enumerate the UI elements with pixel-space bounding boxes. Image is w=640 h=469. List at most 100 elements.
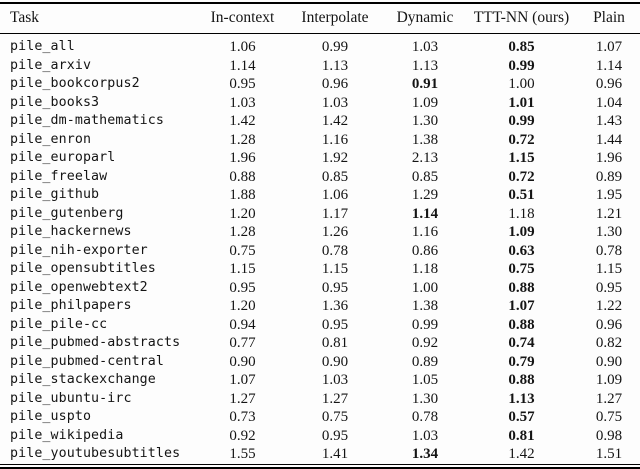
value-cell: 0.99 xyxy=(411,316,439,333)
table-row: pile_hackernews 1.28 1.26 1.16 1.09 1.30 xyxy=(0,223,640,242)
header-row: Task In-context Interpolate Dynamic TTT-… xyxy=(0,3,640,34)
value-cell: 1.29 xyxy=(411,187,439,203)
task-name: pile_europarl xyxy=(10,150,116,165)
value-cell: 0.77 xyxy=(229,335,256,351)
value-cell: 0.75 xyxy=(321,409,349,425)
value-cell: 1.51 xyxy=(595,446,623,462)
table-row: pile_pile-cc 0.94 0.95 0.99 0.88 0.96 xyxy=(0,316,640,335)
value-cell: 0.75 xyxy=(229,242,256,259)
value-cell: 1.13 xyxy=(411,57,439,74)
value-cell: 1.03 xyxy=(411,39,439,55)
task-name: pile_books3 xyxy=(10,94,100,110)
value-cell: 1.96 xyxy=(595,150,623,166)
value-cell: 0.82 xyxy=(595,335,623,351)
table-row: pile_github 1.88 1.06 1.29 0.51 1.95 xyxy=(0,186,640,205)
table-header: Task In-context Interpolate Dynamic TTT-… xyxy=(0,3,640,34)
value-cell: 1.06 xyxy=(321,187,349,203)
task-name: pile_hackernews xyxy=(10,224,132,239)
column-header-task: Task xyxy=(0,3,200,34)
best-value-cell: 0.88 xyxy=(508,372,535,388)
value-cell: 0.95 xyxy=(595,279,623,296)
value-cell: 1.27 xyxy=(229,390,256,407)
value-cell: 0.95 xyxy=(229,279,256,296)
best-value-cell: 0.72 xyxy=(508,131,535,148)
value-cell: 1.28 xyxy=(229,131,256,148)
table-row: pile_uspto 0.73 0.75 0.78 0.57 0.75 xyxy=(0,408,640,427)
value-cell: 1.21 xyxy=(595,205,623,222)
value-cell: 1.88 xyxy=(229,187,256,203)
value-cell: 0.95 xyxy=(321,316,349,333)
best-value-cell: 0.75 xyxy=(508,261,535,277)
task-name: pile_bookcorpus2 xyxy=(10,76,140,91)
task-name: pile_all xyxy=(10,39,75,54)
value-cell: 0.95 xyxy=(229,76,256,92)
value-cell: 0.73 xyxy=(229,409,256,425)
value-cell: 1.22 xyxy=(595,298,623,314)
value-cell: 0.98 xyxy=(595,427,623,444)
value-cell: 0.90 xyxy=(229,353,256,370)
value-cell: 1.15 xyxy=(229,261,256,277)
value-cell: 1.30 xyxy=(411,113,439,129)
value-cell: 1.41 xyxy=(321,446,349,462)
best-value-cell: 0.88 xyxy=(508,279,535,296)
best-value-cell: 0.99 xyxy=(508,57,535,74)
best-value-cell: 0.51 xyxy=(508,187,535,203)
table-row: pile_bookcorpus2 0.95 0.96 0.91 1.00 0.96 xyxy=(0,75,640,94)
task-name: pile_ubuntu-irc xyxy=(10,390,132,406)
value-cell: 1.42 xyxy=(321,113,349,129)
table-row: pile_stackexchange 1.07 1.03 1.05 0.88 1.09 xyxy=(0,371,640,390)
table-row: pile_ubuntu-irc 1.27 1.27 1.30 1.13 1.27 xyxy=(0,390,640,409)
value-cell: 1.03 xyxy=(229,94,256,111)
value-cell: 0.92 xyxy=(411,335,439,351)
value-cell: 1.92 xyxy=(321,150,349,166)
task-name: pile_gutenberg xyxy=(10,205,124,221)
best-value-cell: 0.57 xyxy=(508,409,535,425)
value-cell: 1.15 xyxy=(595,261,623,277)
value-cell: 1.20 xyxy=(229,205,256,222)
value-cell: 0.75 xyxy=(595,409,623,425)
best-value-cell: 0.85 xyxy=(508,39,535,55)
best-value-cell: 0.81 xyxy=(508,427,535,444)
value-cell: 0.95 xyxy=(321,279,349,296)
value-cell: 0.85 xyxy=(411,168,439,185)
value-cell: 1.18 xyxy=(411,261,439,277)
table-row: pile_openwebtext2 0.95 0.95 1.00 0.88 0.95 xyxy=(0,279,640,298)
column-header-dynamic: Dynamic xyxy=(385,3,465,34)
value-cell: 1.07 xyxy=(595,39,623,55)
value-cell: 0.78 xyxy=(321,242,349,259)
value-cell: 0.96 xyxy=(595,76,623,92)
value-cell: 1.13 xyxy=(321,57,349,74)
table-body: pile_all 1.06 0.99 1.03 0.85 1.07 pile_arxiv 1.… xyxy=(0,34,640,465)
column-header-in-context: In-context xyxy=(200,3,285,34)
task-name: pile_wikipedia xyxy=(10,427,124,443)
task-name: pile_youtubesubtitles xyxy=(10,446,181,461)
task-name: pile_pubmed-abstracts xyxy=(10,335,181,350)
best-value-cell: 1.01 xyxy=(508,94,535,111)
task-name: pile_arxiv xyxy=(10,57,92,73)
value-cell: 1.96 xyxy=(229,150,256,166)
task-name: pile_pubmed-central xyxy=(10,353,165,369)
value-cell: 0.95 xyxy=(321,427,349,444)
value-cell: 0.94 xyxy=(229,316,256,333)
table-row: pile_youtubesubtitles 1.55 1.41 1.34 1.42 1.5… xyxy=(0,445,640,464)
table-row: pile_opensubtitles 1.15 1.15 1.18 0.75 1.15 xyxy=(0,260,640,279)
task-name: pile_openwebtext2 xyxy=(10,279,148,295)
table-row: pile_philpapers 1.20 1.36 1.38 1.07 1.22 xyxy=(0,297,640,316)
value-cell: 1.38 xyxy=(411,298,439,314)
value-cell: 1.27 xyxy=(321,390,349,407)
value-cell: 1.09 xyxy=(595,372,623,388)
value-cell: 0.96 xyxy=(321,76,349,92)
value-cell: 1.26 xyxy=(321,224,349,240)
value-cell: 2.13 xyxy=(411,150,439,166)
value-cell: 0.88 xyxy=(229,168,256,185)
table-row: pile_all 1.06 0.99 1.03 0.85 1.07 xyxy=(0,34,640,57)
value-cell: 0.90 xyxy=(321,353,349,370)
table-row: pile_arxiv 1.14 1.13 1.13 0.99 1.14 xyxy=(0,57,640,76)
value-cell: 1.03 xyxy=(321,372,349,388)
value-cell: 1.28 xyxy=(229,224,256,240)
task-name: pile_stackexchange xyxy=(10,372,156,387)
value-cell: 1.20 xyxy=(229,298,256,314)
best-value-cell: 1.34 xyxy=(411,446,439,462)
column-header-plain: Plain xyxy=(578,3,640,34)
